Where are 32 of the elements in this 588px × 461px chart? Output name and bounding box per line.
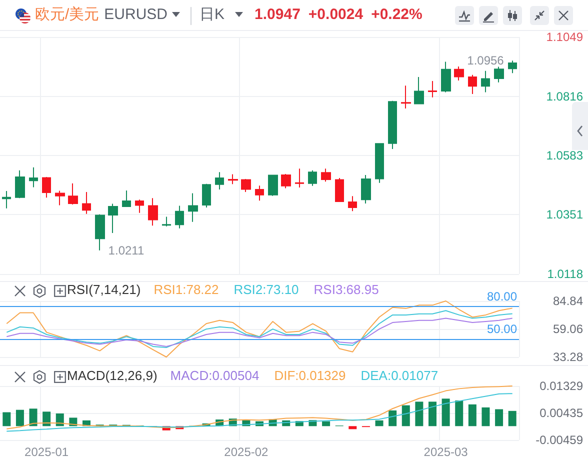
text: RSI2:73.10: [234, 282, 299, 297]
text: DIF:0.01329: [274, 368, 346, 383]
chart-title: RSI(7,14,21): [67, 282, 141, 297]
y-tick-label: 1.1049: [546, 30, 584, 44]
chart-title: 欧元/美元: [35, 6, 100, 24]
chart-title: MACD(12,26,9): [67, 368, 158, 383]
y-tick-label: 1.0118: [547, 267, 584, 281]
text: +0.0024: [308, 6, 364, 24]
y-tick-label: 0.00435: [540, 406, 584, 420]
ref-line-label: 80.00: [486, 289, 518, 304]
series-label: DEA:0.01077: [360, 368, 438, 383]
y-tick-label: 84.84: [552, 294, 584, 308]
y-tick-label: 33.28: [552, 350, 584, 364]
text: MACD:0.00504: [170, 368, 260, 383]
text: RSI3:68.95: [314, 282, 379, 297]
text: 日K: [200, 6, 225, 24]
series-label: RSI1:78.22: [154, 282, 219, 297]
ref-line-label: 50.00: [486, 322, 518, 336]
y-tick-label: 0.01329: [540, 379, 584, 393]
x-tick-label: 2025-01: [24, 445, 69, 459]
text: 1.0947: [254, 6, 300, 24]
y-tick-label: 59.06: [552, 322, 584, 336]
y-tick-label: 1.0583: [546, 148, 584, 163]
annotation: 1.0956: [467, 54, 504, 68]
x-tick-label: 2025-02: [224, 445, 269, 459]
annotation: 1.0211: [108, 243, 144, 258]
chart-subtitle: EURUSD: [104, 6, 168, 24]
text: +0.22%: [371, 6, 422, 24]
x-tick-label: 2025-03: [424, 445, 468, 459]
y-tick-label: 1.0351: [546, 208, 584, 222]
y-tick-label: 1.0816: [546, 89, 584, 104]
y-tick-label: -0.00459: [536, 433, 584, 447]
